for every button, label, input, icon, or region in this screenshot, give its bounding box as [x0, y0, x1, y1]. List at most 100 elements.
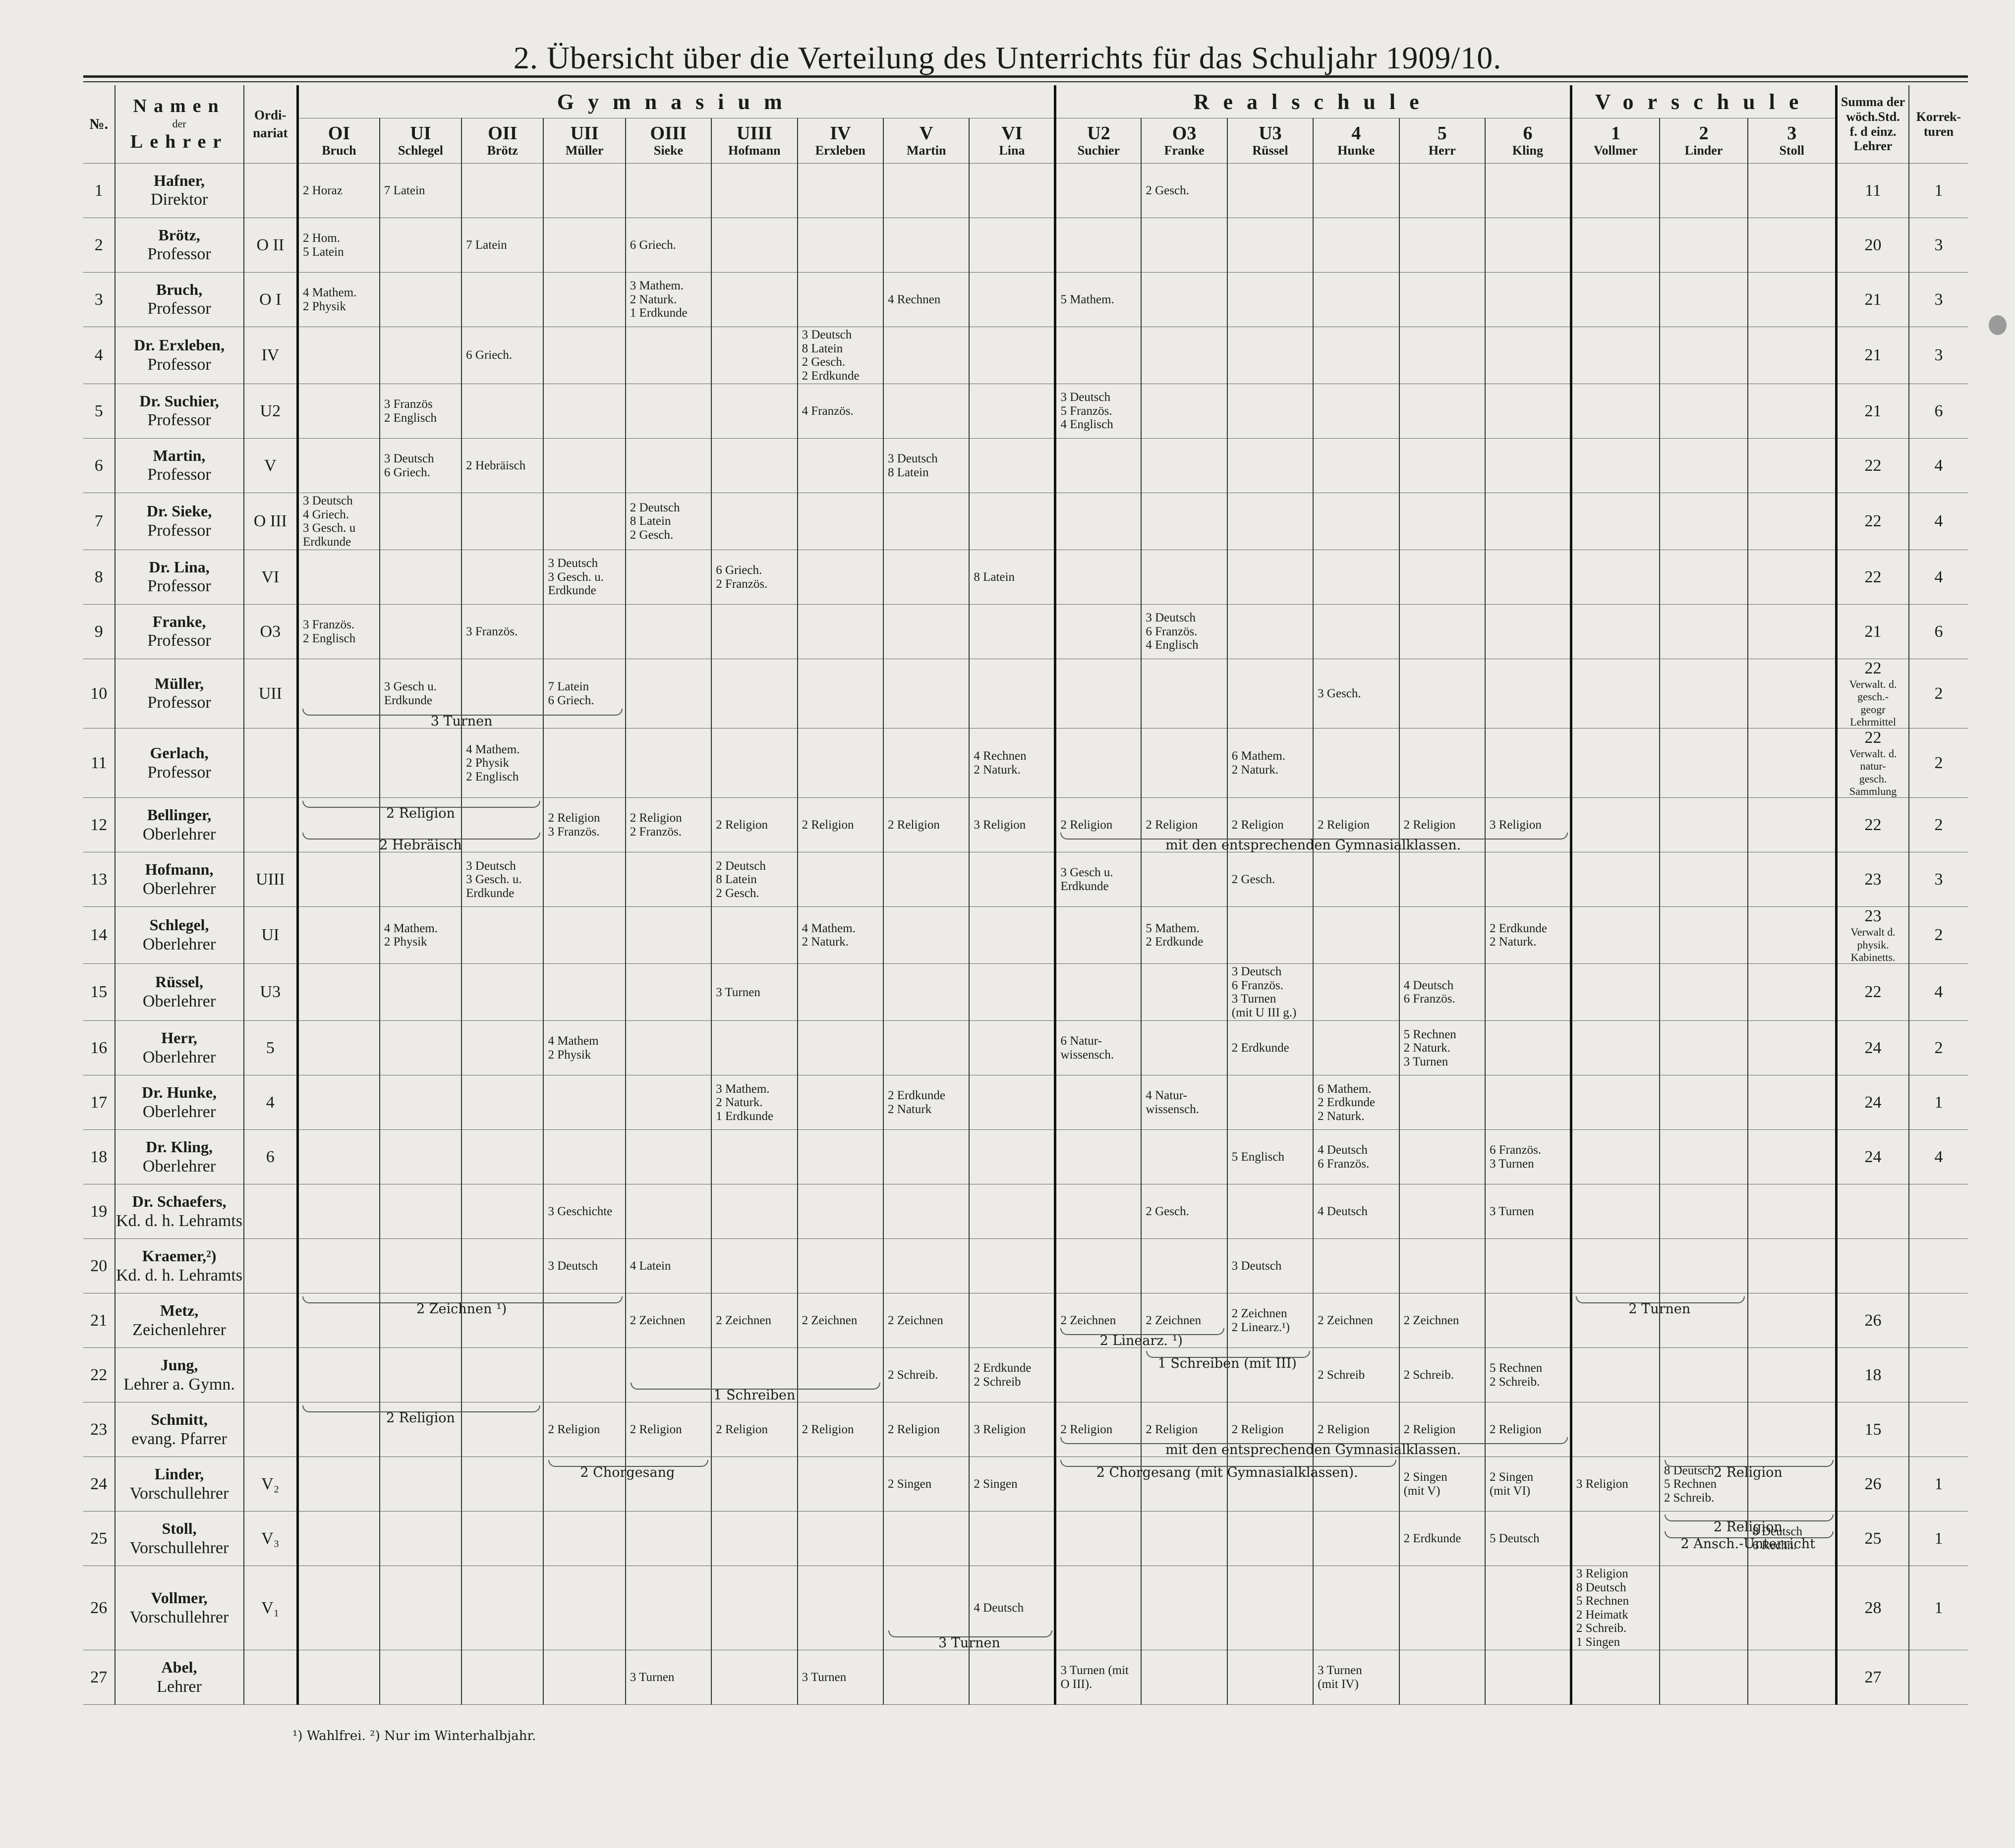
lesson-cell: 3 Gesch u. Erdkunde: [379, 659, 462, 729]
lesson-cell: [1226, 1650, 1314, 1705]
lesson-cell: [1484, 163, 1571, 218]
lesson-cell: 4 Latein: [625, 1238, 712, 1294]
lesson-cell: 2 Religion: [543, 1402, 626, 1457]
row-number: 25: [83, 1511, 115, 1567]
lesson-cell: [379, 1650, 462, 1705]
lesson-cell: [543, 1129, 626, 1185]
lesson-cell: [461, 272, 544, 327]
span-label: 2 Linearz. ¹): [1099, 1333, 1183, 1348]
teacher-rank: evang. Pfarrer: [131, 1429, 227, 1448]
lesson-cell: [1398, 659, 1485, 729]
lesson-cell: 2 Religion: [797, 797, 884, 853]
lesson-cell: 2 Religion: [1141, 797, 1227, 853]
teacher-rank: Oberlehrer: [142, 1157, 216, 1176]
lesson-cell: [1659, 604, 1748, 659]
lesson-cell: [969, 493, 1055, 550]
teacher-name: Gerlach,: [150, 743, 209, 762]
lesson-cell: [296, 1184, 380, 1239]
lesson-cell: [1747, 797, 1837, 853]
lesson-cell: [296, 1456, 380, 1512]
ordinariat-cell: U3: [243, 963, 298, 1021]
header-name-line2: der: [172, 117, 186, 130]
corrections-cell: 1: [1908, 163, 1968, 218]
lesson-cell: [1054, 963, 1142, 1021]
lesson-cell: 3 Geschichte: [543, 1184, 626, 1239]
row-number: 15: [83, 963, 115, 1021]
lesson-cell: [883, 604, 970, 659]
lesson-cell: 2 Religion: [1398, 1402, 1485, 1457]
lesson-cell: [379, 963, 462, 1021]
teacher-row: 18 Dr. Kling, Oberlehrer 6 5 Englisch 4 Deuts…: [83, 1129, 1968, 1185]
lesson-cell: [797, 963, 884, 1021]
lesson-cell: [1747, 1184, 1837, 1239]
ordinariat-cell: V: [243, 438, 298, 493]
corrections-cell: [1908, 1650, 1968, 1705]
corrections-cell: 6: [1908, 604, 1968, 659]
lesson-cell: [883, 659, 970, 729]
lesson-cell: 2 Deutsch 8 Latein 2 Gesch.: [625, 493, 712, 550]
lesson-cell: [1313, 963, 1399, 1021]
lesson-cell: 3 Religion 8 Deutsch 5 Rechnen 2 Heimatk…: [1569, 1566, 1660, 1651]
class-header: 6 Kling: [1484, 118, 1571, 164]
class-teacher: Stoll: [1779, 143, 1805, 158]
lesson-cell: [1569, 604, 1660, 659]
lesson-cell: 2 Zeichnen: [625, 1293, 712, 1348]
lesson-cell: [1054, 550, 1142, 605]
lesson-cell: [1141, 1020, 1227, 1076]
lesson-cell: 2 Singen (mit VI): [1484, 1456, 1571, 1512]
teacher-name: Schmitt,: [151, 1410, 208, 1428]
teacher-name: Herr,: [161, 1028, 197, 1047]
lesson-cell: [296, 438, 380, 493]
lesson-cell: 2 Religion: [1141, 1402, 1227, 1457]
lesson-cell: [1659, 384, 1748, 439]
row-number: 19: [83, 1184, 115, 1239]
weekly-hours: 26: [1864, 1311, 1882, 1330]
teacher-rank: Professor: [147, 631, 211, 650]
row-number: 6: [83, 438, 115, 493]
lesson-cell: [711, 272, 798, 327]
class-header: IV Erxleben: [797, 118, 884, 164]
lesson-cell: [1141, 550, 1227, 605]
header-ordinariat-line2: nariat: [253, 125, 288, 140]
ordinariat-cell: V₃: [243, 1511, 298, 1567]
lesson-cell: [379, 550, 462, 605]
lesson-cell: [1313, 218, 1399, 273]
lesson-cell: [1569, 1511, 1660, 1567]
lesson-cell: [969, 384, 1055, 439]
lesson-cell: [461, 1347, 544, 1403]
lesson-cell: [1659, 1347, 1748, 1403]
class-teacher: Erxleben: [815, 143, 865, 158]
lesson-cell: [461, 384, 544, 439]
corrections-cell: 4: [1908, 1129, 1968, 1185]
corrections-cell: 4: [1908, 493, 1968, 550]
weekly-hours: 26: [1864, 1474, 1882, 1493]
lesson-cell: [461, 1650, 544, 1705]
lesson-cell: [379, 1129, 462, 1185]
lesson-cell: [625, 163, 712, 218]
teacher-rank: Kd. d. h. Lehramts: [116, 1266, 243, 1285]
lesson-cell: 4 Deutsch 6 Französ.: [1398, 963, 1485, 1021]
class-code: OII: [488, 123, 518, 144]
lesson-cell: [1141, 728, 1227, 798]
weekly-hours: 22: [1864, 456, 1882, 475]
teacher-rank: Professor: [147, 577, 211, 596]
row-number: 7: [83, 493, 115, 550]
lesson-cell: 6 Griech.: [625, 218, 712, 273]
lesson-cell: 7 Latein: [461, 218, 544, 273]
lesson-cell: [296, 1511, 380, 1567]
lesson-cell: [1747, 327, 1837, 384]
lesson-cell: [1141, 1566, 1227, 1651]
lesson-cell: [625, 852, 712, 907]
lesson-cell: [1226, 1511, 1314, 1567]
lesson-cell: [1141, 1129, 1227, 1185]
teacher-row: 6 Martin, Professor V 3 Deutsch 6 Griech. 2 H…: [83, 438, 1968, 493]
teacher-row: 14 Schlegel, Oberlehrer UI 4 Mathem. 2 Physi…: [83, 906, 1968, 964]
teacher-name: Hafner,: [154, 171, 205, 189]
weekly-hours-cell: 15: [1835, 1402, 1909, 1457]
teacher-name: Jung,: [160, 1355, 198, 1374]
lesson-cell: [1747, 218, 1837, 273]
teacher-rank: Professor: [147, 465, 211, 484]
lesson-cell: 3 Turnen (mit IV): [1313, 1650, 1399, 1705]
lesson-cell: [1569, 963, 1660, 1021]
weekly-hours: 18: [1864, 1365, 1882, 1384]
